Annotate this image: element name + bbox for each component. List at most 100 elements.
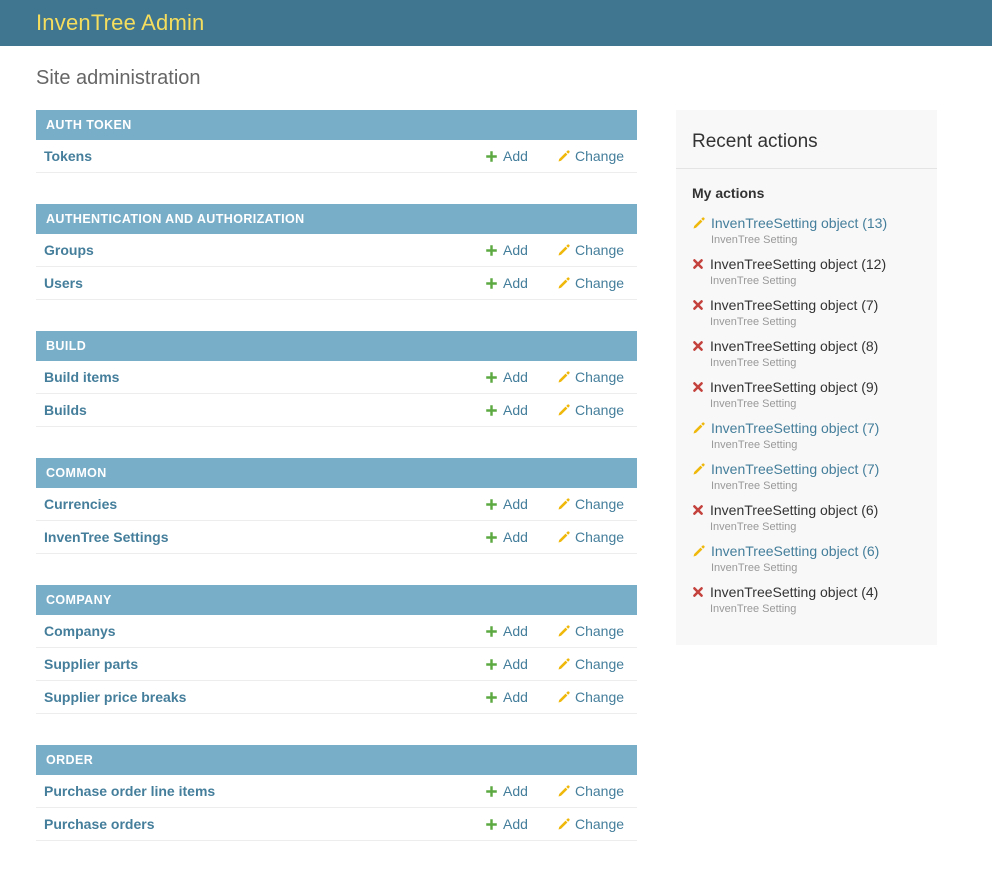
action-content-type: InvenTree Setting: [711, 439, 798, 451]
page-title: Site administration: [36, 67, 201, 89]
pencil-icon: [692, 545, 705, 558]
plus-icon: [486, 625, 497, 637]
action-content-type: InvenTree Setting: [710, 275, 797, 287]
add-link[interactable]: Add: [485, 816, 543, 832]
change-link[interactable]: Change: [557, 529, 627, 545]
delete-x-icon: [692, 299, 704, 311]
action-object-label[interactable]: InvenTreeSetting object (6): [711, 543, 880, 559]
app-module: COMPANY Companys Add Change Supplier par…: [36, 585, 637, 714]
action-texts: InvenTreeSetting object (6) InvenTree Se…: [710, 502, 878, 533]
app-section-header-link[interactable]: ORDER: [36, 745, 637, 775]
action-content-type: InvenTree Setting: [710, 521, 797, 533]
add-link[interactable]: Add: [485, 783, 543, 799]
recent-action-item: InvenTreeSetting object (7) InvenTree Se…: [676, 455, 937, 496]
app-section-header-link[interactable]: COMPANY: [36, 585, 637, 615]
model-link[interactable]: InvenTree Settings: [44, 529, 169, 545]
action-object-label[interactable]: InvenTreeSetting object (7): [711, 461, 880, 477]
add-link[interactable]: Add: [485, 496, 543, 512]
pencil-icon: [558, 370, 570, 382]
add-link-label: Add: [503, 689, 528, 705]
add-link-label: Add: [503, 623, 528, 639]
model-row: Supplier parts Add Change: [36, 648, 637, 681]
my-actions-label: My actions: [692, 185, 765, 201]
add-link[interactable]: Add: [485, 148, 543, 164]
action-texts: InvenTreeSetting object (4) InvenTree Se…: [710, 584, 878, 615]
model-link[interactable]: Supplier price breaks: [44, 689, 187, 705]
app-section-title: BUILD: [46, 339, 87, 353]
model-link[interactable]: Supplier parts: [44, 656, 139, 672]
change-link[interactable]: Change: [557, 148, 627, 164]
app-module: BUILD Build items Add Change Builds Add …: [36, 331, 637, 427]
model-link[interactable]: Users: [44, 275, 83, 291]
pencil-icon: [692, 422, 705, 435]
model-rows: Companys Add Change Supplier parts Add C…: [36, 615, 637, 714]
model-link[interactable]: Build items: [44, 369, 120, 385]
pencil-icon: [558, 624, 570, 636]
change-link[interactable]: Change: [557, 369, 627, 385]
content: Site administration AUTH TOKEN Tokens Ad…: [0, 67, 992, 878]
model-rows: Build items Add Change Builds Add Change: [36, 361, 637, 427]
change-link-label: Change: [575, 783, 625, 799]
action-object-label: InvenTreeSetting object (12): [710, 256, 887, 272]
pencil-icon: [558, 657, 570, 669]
change-link[interactable]: Change: [557, 242, 627, 258]
action-texts: InvenTreeSetting object (12) InvenTree S…: [710, 256, 886, 287]
delete-x-icon: [692, 586, 704, 598]
action-object-label[interactable]: InvenTreeSetting object (7): [711, 420, 880, 436]
add-link[interactable]: Add: [485, 402, 543, 418]
action-object-label[interactable]: InvenTreeSetting object (13): [711, 215, 888, 231]
model-link[interactable]: Purchase order line items: [44, 783, 216, 799]
change-link[interactable]: Change: [557, 275, 627, 291]
app-module: AUTHENTICATION AND AUTHORIZATION Groups …: [36, 204, 637, 300]
add-link[interactable]: Add: [485, 623, 543, 639]
change-link[interactable]: Change: [557, 496, 627, 512]
app-section-header-link[interactable]: AUTHENTICATION AND AUTHORIZATION: [36, 204, 637, 234]
change-link-label: Change: [575, 816, 625, 832]
change-link[interactable]: Change: [557, 689, 627, 705]
add-link[interactable]: Add: [485, 656, 543, 672]
action-content-type: InvenTree Setting: [710, 316, 797, 328]
app-module: ORDER Purchase order line items Add Chan…: [36, 745, 637, 841]
add-link[interactable]: Add: [485, 689, 543, 705]
model-link[interactable]: Currencies: [44, 496, 118, 512]
plus-icon: [486, 404, 497, 416]
add-link[interactable]: Add: [485, 529, 543, 545]
model-row: Groups Add Change: [36, 234, 637, 267]
action-texts: InvenTreeSetting object (8) InvenTree Se…: [710, 338, 878, 369]
model-link[interactable]: Purchase orders: [44, 816, 155, 832]
add-link[interactable]: Add: [485, 242, 543, 258]
action-object-label: InvenTreeSetting object (6): [710, 502, 879, 518]
site-title-link[interactable]: InvenTree Admin: [36, 10, 205, 35]
app-section-title: AUTHENTICATION AND AUTHORIZATION: [46, 212, 305, 226]
pencil-icon: [558, 276, 570, 288]
model-link[interactable]: Builds: [44, 402, 87, 418]
change-link-label: Change: [575, 689, 625, 705]
change-link[interactable]: Change: [557, 623, 627, 639]
add-link-label: Add: [503, 275, 528, 291]
add-link-label: Add: [503, 529, 528, 545]
add-link-label: Add: [503, 402, 528, 418]
action-object-label: InvenTreeSetting object (7): [710, 297, 879, 313]
action-texts: InvenTreeSetting object (7) InvenTree Se…: [710, 297, 878, 328]
change-link[interactable]: Change: [557, 816, 627, 832]
pencil-icon: [558, 817, 570, 829]
change-link[interactable]: Change: [557, 402, 627, 418]
model-link[interactable]: Companys: [44, 623, 116, 639]
app-section-title: COMMON: [46, 466, 107, 480]
change-link-label: Change: [575, 529, 625, 545]
add-link-label: Add: [503, 242, 528, 258]
change-link[interactable]: Change: [557, 656, 627, 672]
delete-x-icon: [692, 258, 704, 270]
add-link[interactable]: Add: [485, 369, 543, 385]
app-section-header-link[interactable]: COMMON: [36, 458, 637, 488]
model-row: Supplier price breaks Add Change: [36, 681, 637, 714]
change-link[interactable]: Change: [557, 783, 627, 799]
model-link[interactable]: Groups: [44, 242, 94, 258]
model-link[interactable]: Tokens: [44, 148, 92, 164]
add-link-label: Add: [503, 656, 528, 672]
app-section-header-link[interactable]: AUTH TOKEN: [36, 110, 637, 140]
add-link[interactable]: Add: [485, 275, 543, 291]
app-module-list: AUTH TOKEN Tokens Add Change AUTHENTICAT…: [36, 110, 637, 872]
app-header: InvenTree Admin: [0, 0, 992, 46]
app-section-header-link[interactable]: BUILD: [36, 331, 637, 361]
